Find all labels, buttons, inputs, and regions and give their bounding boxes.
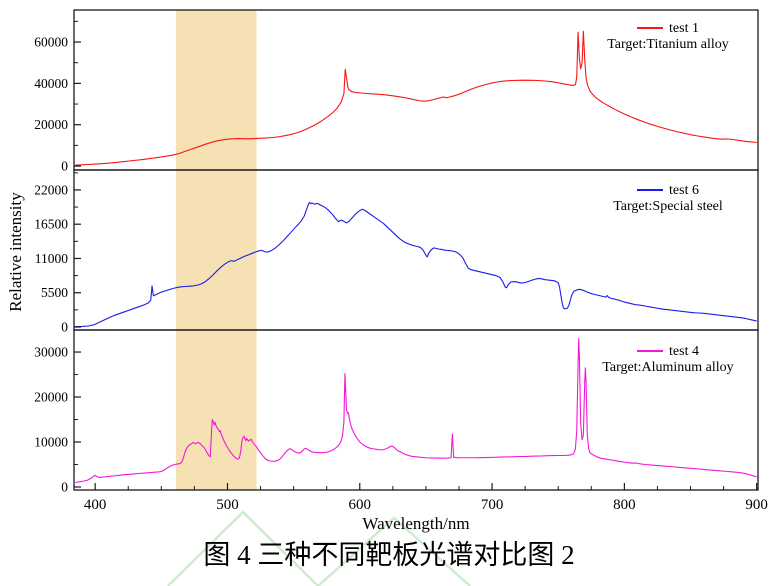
- watermark-chevron: [167, 510, 319, 586]
- legend-line-swatch: [637, 349, 664, 352]
- x-axis-ticks: [94, 483, 758, 490]
- y-axis-tick-labels-panel-3: 0 10000 20000 30000: [34, 345, 68, 495]
- figure-caption: 图 4 三种不同靶板光谱对比图 2: [203, 540, 575, 570]
- legend-series-label: test 4: [669, 344, 699, 359]
- y-tick-label: 0: [61, 479, 68, 494]
- y-axis-label: Relative intensity: [6, 192, 25, 312]
- watermark-chevron: [317, 516, 471, 586]
- y-tick-label: 22000: [34, 182, 68, 197]
- legend-panel-1: test 1 Target:Titanium alloy: [573, 21, 763, 53]
- y-axis-ticks-panel-1: [74, 20, 81, 167]
- panel-frame: [73, 329, 759, 491]
- legend-line-swatch: [637, 26, 664, 29]
- legend-row-series: test 1: [573, 21, 763, 37]
- legend-series-label: test 1: [669, 21, 699, 36]
- y-tick-label: 0: [61, 159, 68, 174]
- legend-target-label: Target:Special steel: [613, 199, 723, 214]
- legend-series-label: test 6: [669, 183, 699, 198]
- legend-line-swatch: [637, 188, 664, 191]
- y-tick-label: 0: [61, 320, 68, 335]
- y-tick-label: 20000: [34, 117, 68, 132]
- y-axis-ticks-panel-3: [74, 351, 81, 488]
- x-tick-label: 500: [216, 497, 239, 513]
- legend-row-series: test 6: [573, 183, 763, 199]
- x-tick-label: 600: [349, 497, 372, 513]
- x-tick-label: 800: [613, 497, 636, 513]
- series-line-test-1: [75, 30, 757, 166]
- y-axis-tick-labels-panel-2: 0 5500 11000 16500 22000: [34, 182, 68, 334]
- y-tick-label: 11000: [35, 251, 68, 266]
- y-axis-tick-labels-panel-1: 0 20000 40000 60000: [34, 35, 68, 174]
- x-tick-label: 400: [84, 497, 107, 513]
- x-tick-label: 700: [481, 497, 504, 513]
- x-axis-label: Wavelength/nm: [362, 514, 470, 533]
- legend-target-label: Target:Aluminum alloy: [602, 360, 734, 375]
- highlight-band: [175, 10, 257, 490]
- x-tick-label: 900: [745, 497, 768, 513]
- x-axis-tick-labels: 400 500 600 700 800 900: [84, 497, 768, 513]
- series-line-test-4: [75, 337, 757, 484]
- series-line-test-6: [75, 201, 757, 328]
- legend-panel-3: test 4 Target:Aluminum alloy: [573, 344, 763, 376]
- y-tick-label: 40000: [34, 76, 68, 91]
- y-tick-label: 30000: [34, 345, 68, 360]
- y-axis-ticks-panel-2: [74, 172, 81, 328]
- y-tick-label: 60000: [34, 35, 68, 50]
- y-tick-label: 16500: [34, 217, 68, 232]
- y-tick-label: 20000: [34, 390, 68, 405]
- legend-target-label: Target:Titanium alloy: [607, 37, 729, 52]
- y-tick-label: 10000: [34, 435, 68, 450]
- legend-row-series: test 4: [573, 344, 763, 360]
- legend-panel-2: test 6 Target:Special steel: [573, 183, 763, 215]
- y-tick-label: 5500: [41, 285, 68, 300]
